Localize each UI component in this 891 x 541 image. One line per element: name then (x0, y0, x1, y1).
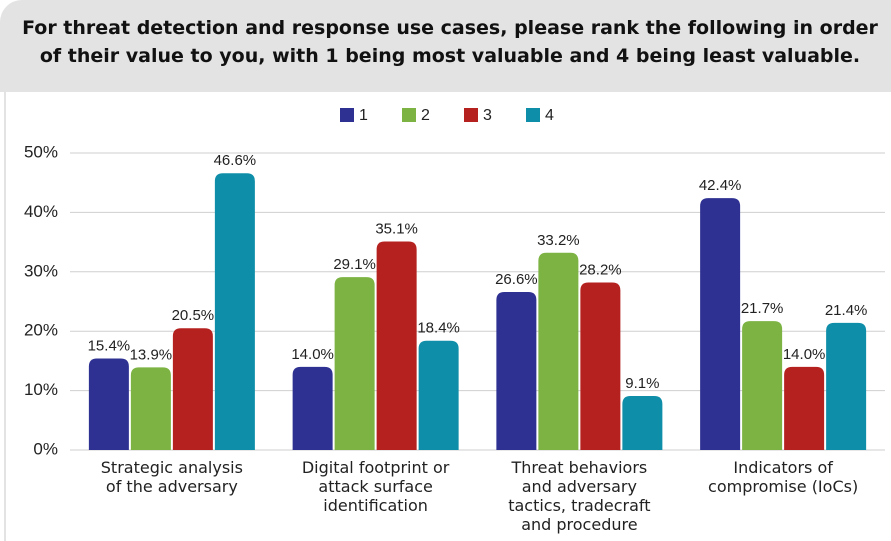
value-label: 46.6% (214, 152, 257, 169)
value-label: 21.7% (741, 300, 784, 317)
legend-label: 2 (421, 107, 430, 124)
legend-label: 4 (545, 107, 554, 124)
value-label: 9.1% (625, 375, 659, 392)
value-label: 26.6% (495, 271, 538, 288)
bar (496, 291, 537, 450)
bar (700, 198, 741, 450)
bar (826, 322, 867, 450)
value-label: 15.4% (88, 337, 131, 354)
value-label: 18.4% (417, 320, 460, 337)
y-tick-label: 20% (24, 321, 58, 340)
value-label: 13.9% (130, 346, 173, 363)
value-label: 33.2% (537, 232, 580, 249)
bar (172, 328, 213, 450)
value-label: 35.1% (375, 220, 418, 237)
bar (580, 282, 621, 450)
bar (130, 367, 171, 450)
bar (538, 252, 579, 450)
y-tick-label: 50% (24, 142, 58, 161)
bar (88, 358, 129, 450)
x-tick-label: Indicators of compromise (IoCs) (708, 458, 859, 496)
value-label: 42.4% (699, 177, 742, 194)
bar (418, 340, 459, 450)
legend-swatch (402, 108, 416, 122)
value-label: 29.1% (333, 256, 376, 273)
value-label: 28.2% (579, 261, 622, 278)
legend-label: 3 (483, 107, 492, 124)
y-tick-label: 10% (24, 380, 58, 399)
bar (622, 395, 663, 450)
value-label: 21.4% (825, 302, 868, 319)
value-label: 14.0% (291, 346, 334, 363)
border (4, 92, 6, 541)
x-tick-label: Strategic analysis of the adversary (100, 458, 243, 496)
value-label: 20.5% (172, 307, 215, 324)
bar (742, 321, 783, 450)
bar (784, 366, 825, 450)
bar (334, 277, 375, 450)
bar (214, 173, 255, 451)
header: For threat detection and response use ca… (0, 0, 891, 92)
legend-label: 1 (359, 107, 368, 124)
bar (376, 241, 417, 450)
y-tick-label: 30% (24, 261, 58, 280)
legend-swatch (526, 108, 540, 122)
value-label: 14.0% (783, 346, 826, 363)
y-tick-label: 0% (33, 439, 58, 458)
chart-title: For threat detection and response use ca… (22, 17, 878, 67)
legend-swatch (464, 108, 478, 122)
x-tick-label: Digital footprint or attack surface iden… (301, 458, 450, 515)
bar (292, 366, 333, 450)
legend-swatch (340, 108, 354, 122)
x-tick-label: Threat behaviors and adversary tactics, … (508, 458, 651, 534)
y-tick-label: 40% (24, 202, 58, 221)
